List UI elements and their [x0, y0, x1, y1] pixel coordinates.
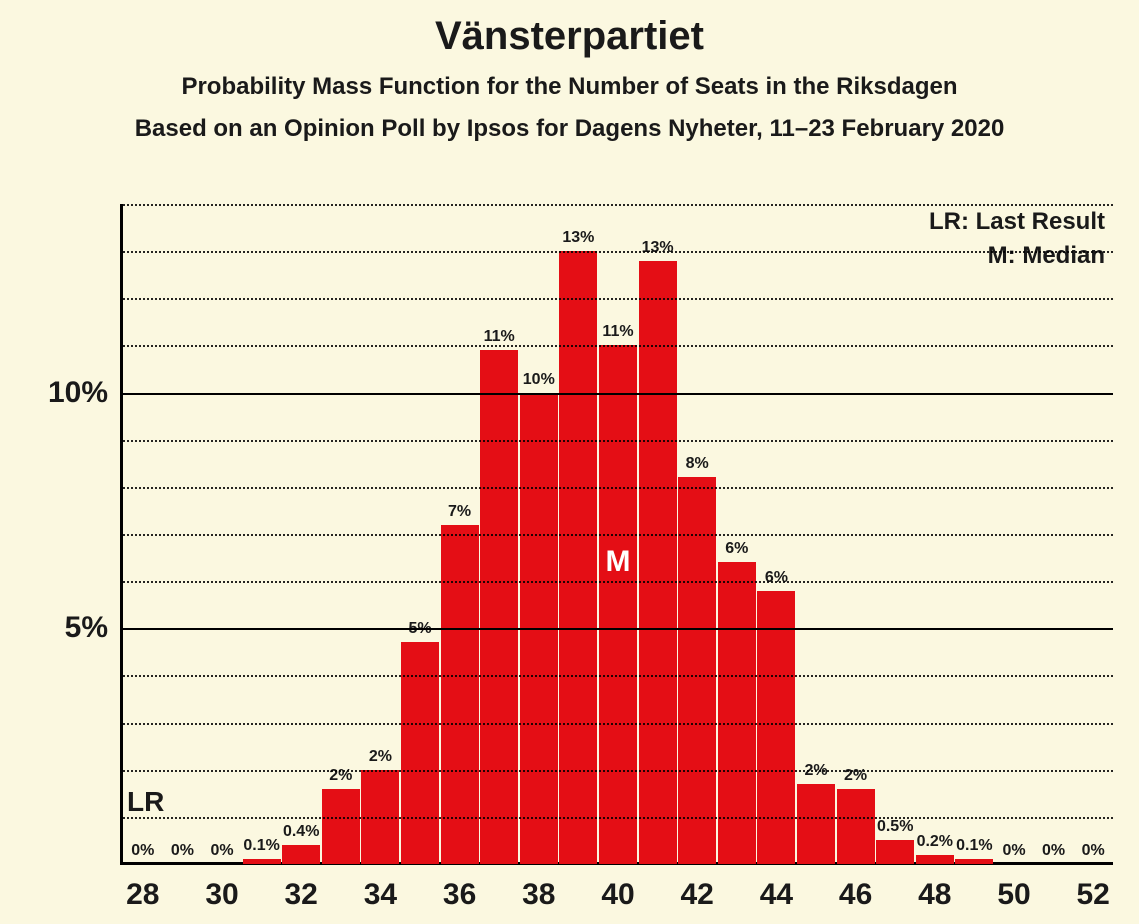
x-tick-label: 40 — [601, 878, 634, 912]
gridline-minor — [123, 298, 1113, 300]
y-tick-label: 5% — [65, 611, 108, 645]
bar-value-label: 8% — [686, 455, 709, 473]
subtitle-1: Probability Mass Function for the Number… — [0, 73, 1139, 101]
x-tick-label: 44 — [760, 878, 793, 912]
gridline-minor — [123, 345, 1113, 347]
x-tick-label: 34 — [364, 878, 397, 912]
median-marker-label: M — [606, 545, 631, 579]
bar — [837, 789, 875, 864]
bar-value-label: 0% — [171, 842, 194, 860]
bar — [322, 789, 360, 864]
gridline-major — [123, 628, 1113, 630]
gridline-minor — [123, 723, 1113, 725]
x-tick-label: 48 — [918, 878, 951, 912]
y-tick-label: 10% — [48, 376, 108, 410]
bar-value-label: 7% — [448, 503, 471, 521]
bar — [480, 350, 518, 864]
bar-value-label: 0% — [1042, 842, 1065, 860]
gridline-minor — [123, 204, 1113, 206]
bar-value-label: 13% — [562, 229, 594, 247]
gridline-minor — [123, 817, 1113, 819]
subtitle-2: Based on an Opinion Poll by Ipsos for Da… — [0, 115, 1139, 143]
gridline-major — [123, 393, 1113, 395]
x-tick-label: 30 — [205, 878, 238, 912]
x-tick-label: 38 — [522, 878, 555, 912]
legend-lr: LR: Last Result — [929, 208, 1105, 236]
gridline-minor — [123, 534, 1113, 536]
bar-value-label: 0.1% — [956, 837, 992, 855]
bar-value-label: 0.1% — [243, 837, 279, 855]
bar-value-label: 6% — [725, 540, 748, 558]
bar — [757, 591, 795, 864]
chart-container: 0%0%0%0.1%0.4%2%2%5%7%11%10%13%11%13%8%6… — [120, 204, 1110, 864]
lr-marker-label: LR — [127, 786, 164, 818]
bar — [916, 855, 954, 864]
bar-value-label: 0% — [1002, 842, 1025, 860]
gridline-minor — [123, 487, 1113, 489]
gridline-minor — [123, 770, 1113, 772]
bar-value-label: 0% — [1082, 842, 1105, 860]
bar — [639, 261, 677, 864]
x-tick-label: 52 — [1077, 878, 1110, 912]
bar-value-label: 0% — [131, 842, 154, 860]
bar — [797, 784, 835, 864]
legend-median: M: Median — [988, 242, 1105, 270]
bar — [599, 345, 637, 864]
bar-value-label: 0% — [210, 842, 233, 860]
x-tick-label: 46 — [839, 878, 872, 912]
bar-value-label: 10% — [523, 371, 555, 389]
x-tick-label: 28 — [126, 878, 159, 912]
bar — [243, 859, 281, 864]
x-tick-label: 32 — [285, 878, 318, 912]
bar — [282, 845, 320, 864]
x-tick-label: 42 — [681, 878, 714, 912]
bar — [955, 859, 993, 864]
bar-value-label: 2% — [369, 748, 392, 766]
main-title: Vänsterpartiet — [0, 14, 1139, 59]
bar-value-label: 0.5% — [877, 818, 913, 836]
plot-area: 0%0%0%0.1%0.4%2%2%5%7%11%10%13%11%13%8%6… — [120, 204, 1113, 864]
bar-value-label: 11% — [602, 323, 633, 341]
bar — [559, 251, 597, 864]
bar-value-label: 0.4% — [283, 823, 319, 841]
bar — [441, 525, 479, 864]
gridline-minor — [123, 251, 1113, 253]
bar-value-label: 6% — [765, 569, 788, 587]
bar-value-label: 11% — [484, 328, 515, 346]
bar-value-label: 0.2% — [917, 833, 953, 851]
x-tick-label: 50 — [997, 878, 1030, 912]
gridline-minor — [123, 440, 1113, 442]
bar — [876, 840, 914, 864]
gridline-minor — [123, 675, 1113, 677]
gridline-minor — [123, 581, 1113, 583]
x-tick-label: 36 — [443, 878, 476, 912]
bar-value-label: 13% — [642, 239, 674, 257]
